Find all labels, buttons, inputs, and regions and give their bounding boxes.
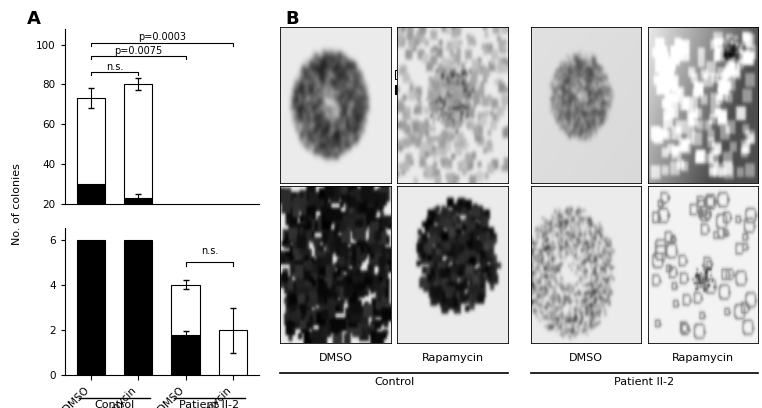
Text: p=0.0003: p=0.0003 — [138, 32, 186, 42]
Text: Patient II-2: Patient II-2 — [179, 400, 239, 408]
Bar — [171, 285, 200, 335]
Bar — [77, 184, 105, 204]
Bar — [171, 335, 200, 375]
Text: n.s.: n.s. — [200, 246, 218, 255]
Text: Rapamycin: Rapamycin — [421, 353, 484, 363]
Legend: Myeloid, Erythroid: Myeloid, Erythroid — [391, 65, 468, 99]
Text: Control: Control — [94, 400, 135, 408]
Text: DMSO: DMSO — [569, 353, 603, 363]
Text: A: A — [27, 10, 40, 28]
Bar — [219, 330, 247, 375]
Bar — [124, 198, 152, 204]
Bar — [124, 84, 152, 198]
Bar — [77, 240, 105, 375]
Bar — [124, 240, 152, 375]
Text: DMSO: DMSO — [319, 353, 353, 363]
Text: No. of colonies: No. of colonies — [11, 163, 22, 245]
Text: Rapamycin: Rapamycin — [672, 353, 734, 363]
Text: p=0.0075: p=0.0075 — [114, 46, 162, 56]
Text: Patient II-2: Patient II-2 — [614, 377, 674, 387]
Text: Control: Control — [374, 377, 415, 387]
Text: n.s.: n.s. — [106, 62, 123, 72]
Bar — [77, 98, 105, 184]
Text: B: B — [286, 10, 299, 28]
